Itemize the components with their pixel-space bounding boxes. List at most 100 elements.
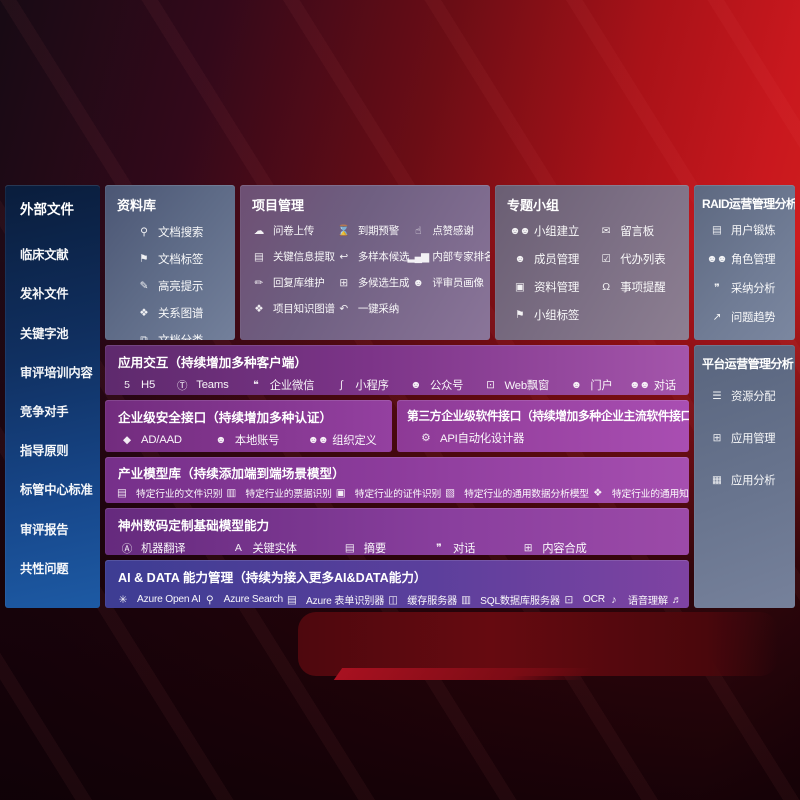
enterprise-security-interface-row: 企业级安全接口（持续增加多种认证） ◆ AD/AAD ☻ 本地账号 ☻☻ 组织定义 bbox=[105, 400, 392, 452]
background-table-shape bbox=[298, 612, 778, 676]
external-files-sidebar: 外部文件 临床文献 发补文件 关键字池 审评培训内容 竞争对手 指导原则 标管中… bbox=[5, 185, 100, 608]
id-card-icon: ▤ bbox=[712, 224, 722, 236]
bell-icon: Ω bbox=[602, 281, 610, 293]
sidebar-item-review-reports: 审评报告 bbox=[20, 522, 69, 537]
grid-generate-icon: ⊞ bbox=[339, 276, 348, 289]
chat-bubble-icon: ❞ bbox=[436, 542, 442, 554]
aidata-title: AI & DATA 能力管理（持续为接入更多AI&DATA能力） bbox=[118, 571, 427, 585]
digital-item-machine-translation: Ⓐ 机器翻译 bbox=[118, 540, 186, 556]
digital-item-summary: ▤ 摘要 bbox=[341, 540, 386, 555]
document-search-icon: ⚲ bbox=[140, 226, 148, 238]
relation-graph-icon: ❖ bbox=[139, 307, 148, 319]
industry-item-data-analysis-model: ▧ 特定行业的通用数据分析模型 bbox=[441, 486, 589, 500]
ai-data-capability-row: AI & DATA 能力管理（持续为接入更多AI&DATA能力） ✳ Azure … bbox=[105, 560, 689, 608]
teams-icon: Ⓣ bbox=[177, 379, 188, 392]
industry-title: 产业模型库（持续添加端到端场景模型） bbox=[118, 467, 345, 481]
security-item-org-definition: ☻☻ 组织定义 bbox=[307, 434, 377, 447]
industry-item-file-recognition: ▤ 特定行业的文件识别 bbox=[113, 486, 223, 500]
local-account-icon: ☻ bbox=[215, 434, 226, 446]
repo-item-document-search: ⚲ 文档搜索 bbox=[135, 224, 235, 240]
raid-title: RAID运营管理分析 bbox=[702, 197, 795, 211]
repo-item-relation-graph: ❖ 关系图谱 bbox=[135, 305, 235, 321]
interact-item-wechat-work: ❝ 企业微信 bbox=[247, 377, 314, 393]
document-extract-icon: ▤ bbox=[254, 250, 264, 263]
raid-item-adoption-analysis: ❞ 采纳分析 bbox=[708, 280, 795, 296]
platform-item-app-management: ⊞ 应用管理 bbox=[708, 430, 795, 446]
proj-item-key-info-extraction: ▤ 关键信息提取 bbox=[250, 249, 335, 264]
repo-item-document-tags: ⚑ 文档标签 bbox=[135, 251, 235, 267]
bar-chart-icon: ▂▄▆ bbox=[407, 250, 430, 263]
digital-item-content-synthesis: ⊞ 内容合成 bbox=[519, 540, 587, 555]
interact-title: 应用交互（持续增加多种客户端） bbox=[118, 356, 307, 370]
digital-item-key-entities: A 关键实体 bbox=[229, 540, 297, 555]
interact-item-official-account: ☻ 公众号 bbox=[407, 377, 463, 393]
adopt-arrow-icon: ↶ bbox=[339, 302, 348, 315]
digital-item-dialog: ❞ 对话 bbox=[430, 540, 475, 555]
industry-model-library-row: 产业模型库（持续添加端到端场景模型） ▤ 特定行业的文件识别 ▥ 特定行业的票据识别… bbox=[105, 457, 689, 503]
receipt-recognition-icon: ▥ bbox=[226, 487, 236, 499]
third-party-software-interface-row: 第三方企业级软件接口（持续增加多种企业主流软件接口） ⚙ API自动化设计器 bbox=[397, 400, 689, 452]
raid-item-user-training: ▤ 用户锻炼 bbox=[708, 222, 795, 238]
group-item-message-board: ✉ 留言板 bbox=[597, 223, 665, 239]
aidata-item-sql-database: ▥ SQL数据库服务器 bbox=[457, 592, 560, 608]
mini-program-icon: ∫ bbox=[339, 379, 343, 391]
raid-operations-analysis-panel: RAID运营管理分析 ▤ 用户锻炼 ☻☻ 角色管理 ❞ 采纳分析 ↗ 问题趋势 bbox=[694, 185, 795, 340]
sidebar-item-common-issues: 共性问题 bbox=[20, 561, 69, 576]
group-item-group-creation: ☻☻ 小组建立 bbox=[509, 225, 580, 238]
repo-item-document-classification: ⧉文档分类 bbox=[135, 332, 235, 341]
summary-doc-icon: ▤ bbox=[344, 542, 355, 554]
industry-item-knowledge-graph-model: ❖特定行业的通用知识图谱模型 bbox=[589, 486, 689, 500]
security-item-local-account: ☻ 本地账号 bbox=[212, 432, 279, 448]
sidebar-item-competitors: 竞争对手 bbox=[20, 404, 69, 419]
proj-item-multi-sample-candidates: ↩ 多样本候选 bbox=[335, 249, 409, 264]
proj-title: 项目管理 bbox=[252, 198, 305, 213]
proj-item-reply-library-maintenance: ✏ 回复库维护 bbox=[250, 275, 335, 290]
data-analysis-model-icon: ▧ bbox=[445, 487, 455, 499]
azure-search-icon: ⚲ bbox=[205, 593, 214, 606]
pen-icon: ✏ bbox=[254, 276, 264, 289]
shield-icon: ◆ bbox=[122, 434, 131, 446]
tag-icon: ⚑ bbox=[139, 253, 148, 265]
openai-icon: ✳ bbox=[118, 593, 128, 606]
aidata-item-azure-openai: ✳ Azure Open AI bbox=[114, 594, 201, 606]
background-red-stripe bbox=[333, 668, 593, 680]
proj-item-internal-expert-ranking: ▂▄▆ 内部专家排名 bbox=[407, 250, 490, 264]
third-title: 第三方企业级软件接口（持续增加多种企业主流软件接口） bbox=[407, 409, 689, 423]
sidebar-item-supplement-files: 发补文件 bbox=[20, 287, 69, 302]
industry-item-certificate-recognition: ▣ 特定行业的证件识别 bbox=[332, 486, 442, 500]
file-recognition-icon: ▤ bbox=[117, 487, 127, 499]
translate-icon: Ⓐ bbox=[121, 542, 133, 555]
people-icon: ☻☻ bbox=[509, 225, 530, 237]
tag-icon: ⚑ bbox=[515, 309, 524, 321]
apps-grid-icon: ⊞ bbox=[712, 432, 722, 444]
wechat-work-icon: ❝ bbox=[252, 379, 259, 391]
interact-item-portal: ☻ 门户 bbox=[567, 377, 613, 393]
group-item-group-tags: ⚑ 小组标签 bbox=[511, 307, 579, 323]
knowledge-graph-model-icon: ❖ bbox=[593, 487, 602, 499]
thumbs-up-icon: ☝ bbox=[415, 224, 421, 237]
proj-item-one-click-adopt: ↶ 一键采纳 bbox=[335, 301, 410, 316]
portal-person-icon: ☻ bbox=[570, 379, 582, 391]
third-item-api-auto-designer: ⚙ API自动化设计器 bbox=[417, 430, 524, 446]
html5-icon: 5 bbox=[124, 379, 130, 391]
proj-item-due-warning: ⌛ 到期预警 bbox=[335, 223, 410, 238]
roles-people-icon: ☻☻ bbox=[706, 253, 727, 265]
gear-icon: ⚙ bbox=[421, 432, 430, 444]
proj-item-reviewer-profile: ☻ 评审员画像 bbox=[409, 275, 490, 290]
digital-china-base-model-row: 神州数码定制基础模型能力 Ⓐ 机器翻译 A 关键实体 ▤ 摘要 ❞ 对话 ⊞ 内容合成 bbox=[105, 508, 689, 555]
tts-icon: ♬ bbox=[671, 593, 683, 606]
cache-server-icon: ◫ bbox=[388, 593, 398, 606]
album-icon: ▣ bbox=[515, 281, 525, 293]
ocr-icon: ⊡ bbox=[564, 593, 573, 606]
certificate-recognition-icon: ▣ bbox=[335, 487, 346, 499]
official-account-icon: ☻ bbox=[410, 379, 421, 391]
security-item-ad-aad: ◆ AD/AAD bbox=[118, 434, 182, 446]
platform-title: 平台运营管理分析 bbox=[702, 357, 794, 371]
proj-item-multi-candidate-generation: ⊞ 多候选生成 bbox=[335, 275, 409, 290]
industry-item-receipt-recognition: ▥ 特定行业的票据识别 bbox=[222, 486, 332, 500]
interact-item-dialog: ☻☻ 对话 bbox=[629, 379, 676, 392]
aidata-item-speech-understanding: ♪ 语音理解 bbox=[605, 592, 668, 608]
interact-item-web-popup: ⊡ Web飘窗 bbox=[481, 377, 549, 393]
dialog-people-icon: ☻☻ bbox=[629, 379, 650, 391]
raid-item-role-management: ☻☻ 角色管理 bbox=[706, 253, 776, 266]
